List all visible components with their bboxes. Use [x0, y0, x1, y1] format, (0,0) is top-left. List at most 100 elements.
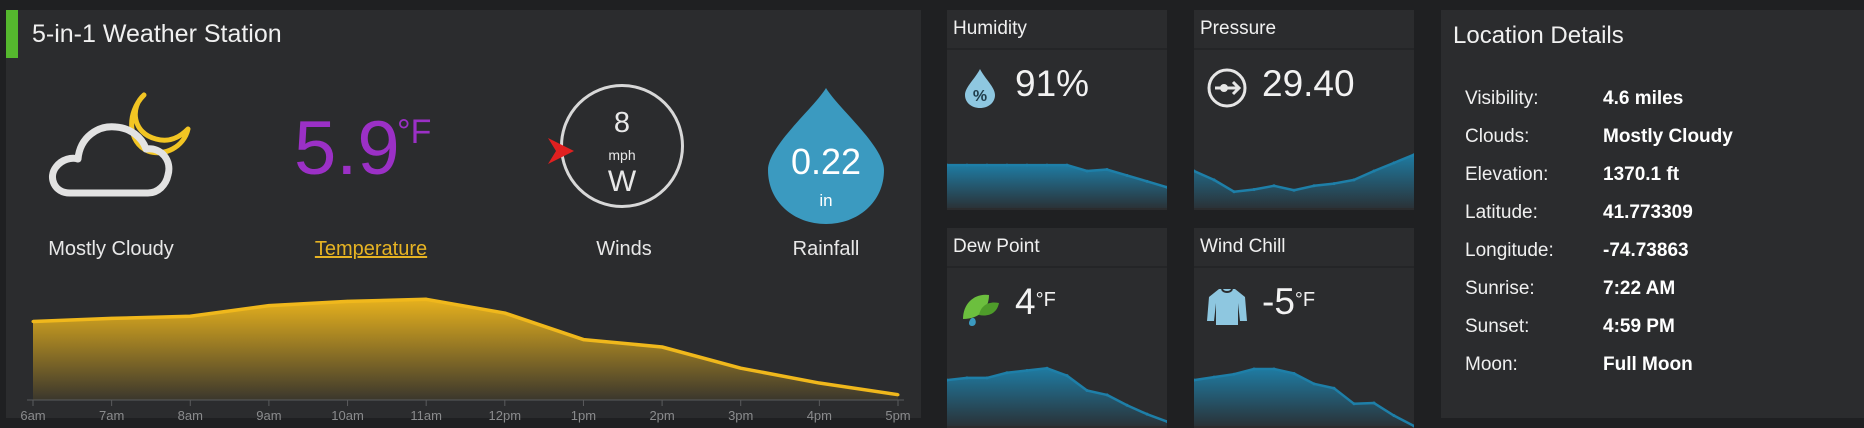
panel-title: 5-in-1 Weather Station [32, 20, 282, 48]
dew-point-value: 4 [1015, 281, 1036, 322]
chart-data-point [947, 378, 949, 382]
chart-data-point [1165, 185, 1167, 189]
chart-area-fill [33, 299, 898, 400]
location-value: 7:22 AM [1603, 278, 1676, 299]
location-row-latitude: Latitude: 41.773309 [1465, 202, 1845, 240]
chart-data-point [985, 163, 989, 167]
location-key: Visibility: [1465, 88, 1539, 109]
location-row-sunset: Sunset: 4:59 PM [1465, 316, 1845, 354]
chart-data-point [1085, 169, 1089, 173]
chart-data-point [1352, 178, 1356, 182]
chart-data-point [1045, 163, 1049, 167]
chart-data-point [1412, 153, 1414, 157]
location-value: 1370.1 ft [1603, 164, 1680, 185]
wind-label: Winds [596, 238, 652, 260]
chart-series-line [947, 163, 1167, 189]
chart-data-point [985, 376, 989, 380]
humidity-tile: Humidity % 91% [947, 10, 1167, 210]
chart-data-point [1332, 386, 1336, 390]
temperature-reading: 5.9 °F [294, 108, 444, 198]
humidity-title: Humidity [953, 18, 1027, 39]
cloud-moon-icon [49, 92, 191, 197]
wind-chill-tile: Wind Chill -5°F [1194, 228, 1414, 428]
pressure-chart [1194, 153, 1414, 208]
chart-data-point [1372, 401, 1376, 405]
svg-text:%: % [973, 88, 987, 105]
location-row-longitude: Longitude: -74.73863 [1465, 240, 1845, 278]
chart-x-tick-label: 2pm [649, 408, 674, 423]
wind-speed: 8 [613, 107, 631, 139]
chart-data-point [1292, 188, 1296, 192]
chart-data-point [965, 376, 969, 380]
chart-data-point [1312, 184, 1316, 188]
dew-point-unit: °F [1035, 289, 1056, 311]
leaf-dew-icon [963, 294, 999, 326]
chart-data-point [1332, 182, 1336, 186]
accent-bar [6, 10, 18, 58]
chart-area-fill [947, 368, 1167, 426]
wind-chill-chart [1194, 367, 1414, 428]
chart-data-point [110, 316, 114, 320]
chart-data-point [1025, 369, 1029, 372]
dew-point-chart [947, 366, 1167, 426]
chart-data-point [1125, 173, 1129, 177]
location-details-panel: Location Details Visibility: 4.6 miles C… [1441, 10, 1864, 418]
wind-gauge: 8 mph W [546, 84, 694, 222]
cloud-shape [49, 123, 173, 197]
chart-data-point [1272, 184, 1276, 188]
wind-chill-header: Wind Chill [1194, 228, 1414, 268]
location-row-elevation: Elevation: 1370.1 ft [1465, 164, 1845, 202]
sweater-icon [1207, 288, 1247, 325]
chart-data-point [1105, 393, 1109, 397]
chart-data-point [1025, 163, 1029, 167]
chart-x-tick-label: 9am [256, 408, 281, 423]
chart-data-point [188, 314, 192, 318]
location-value: 4.6 miles [1603, 88, 1684, 109]
rainfall-value: 0.22 [790, 141, 862, 182]
chart-data-point [1045, 366, 1049, 370]
chart-data-point [1194, 169, 1196, 173]
chart-data-point [1312, 382, 1316, 386]
pressure-gauge-icon [1207, 68, 1247, 108]
chart-data-point [1194, 378, 1196, 382]
condition-label: Mostly Cloudy [48, 238, 174, 260]
location-key: Latitude: [1465, 202, 1538, 223]
dew-point-tile: Dew Point 4°F [947, 228, 1167, 428]
chart-x-tick-label: 7am [99, 408, 124, 423]
chart-data-point [581, 338, 585, 342]
temperature-chart: 6am 7am 8am 9am 10am 11am 12pm 1pm 2pm 3pm 4pm 5pm [20, 297, 911, 423]
location-key: Moon: [1465, 354, 1518, 375]
chart-data-point [1252, 367, 1256, 371]
dew-point-header: Dew Point [947, 228, 1167, 268]
chart-data-point [1145, 179, 1149, 183]
location-key: Sunrise: [1465, 278, 1535, 299]
chart-series-line [32, 297, 899, 397]
location-value: -74.73863 [1603, 240, 1689, 261]
chart-data-point [739, 366, 743, 370]
weather-station-panel: 5-in-1 Weather Station Mostly Cloudy 5.9… [6, 10, 921, 423]
wind-direction-arrow-icon [548, 138, 574, 164]
location-key: Elevation: [1465, 164, 1549, 185]
location-value: Full Moon [1603, 354, 1693, 375]
rain-drop-icon [768, 88, 884, 224]
location-row-clouds: Clouds: Mostly Cloudy [1465, 126, 1845, 164]
chart-x-tick-label: 10am [331, 408, 364, 423]
humidity-value: 91% [1015, 63, 1090, 104]
pressure-title: Pressure [1200, 18, 1277, 39]
chart-data-point [1125, 403, 1129, 407]
chart-x-tick-label: 12pm [489, 408, 522, 423]
chart-data-point [817, 381, 821, 385]
wind-chill-value: -5 [1262, 281, 1295, 322]
location-row-visibility: Visibility: 4.6 miles [1465, 88, 1845, 126]
chart-data-point [1085, 388, 1089, 392]
location-value: 4:59 PM [1603, 316, 1675, 337]
chart-area-fill [1194, 154, 1414, 208]
location-value: 41.773309 [1603, 202, 1693, 223]
chart-data-point [503, 311, 507, 315]
temperature-link[interactable]: Temperature [314, 238, 428, 260]
location-key: Longitude: [1465, 240, 1554, 261]
chart-series-line [947, 367, 1167, 423]
chart-data-point [1392, 161, 1396, 165]
humidity-header: Humidity [947, 10, 1167, 50]
humidity-chart [947, 163, 1167, 208]
